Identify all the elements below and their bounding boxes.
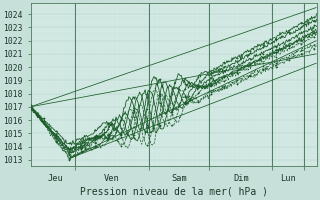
Text: Lun: Lun bbox=[280, 174, 296, 183]
Text: Jeu: Jeu bbox=[48, 174, 63, 183]
Text: Ven: Ven bbox=[104, 174, 120, 183]
Text: Sam: Sam bbox=[172, 174, 187, 183]
Text: Dim: Dim bbox=[233, 174, 249, 183]
X-axis label: Pression niveau de la mer( hPa ): Pression niveau de la mer( hPa ) bbox=[80, 187, 268, 197]
